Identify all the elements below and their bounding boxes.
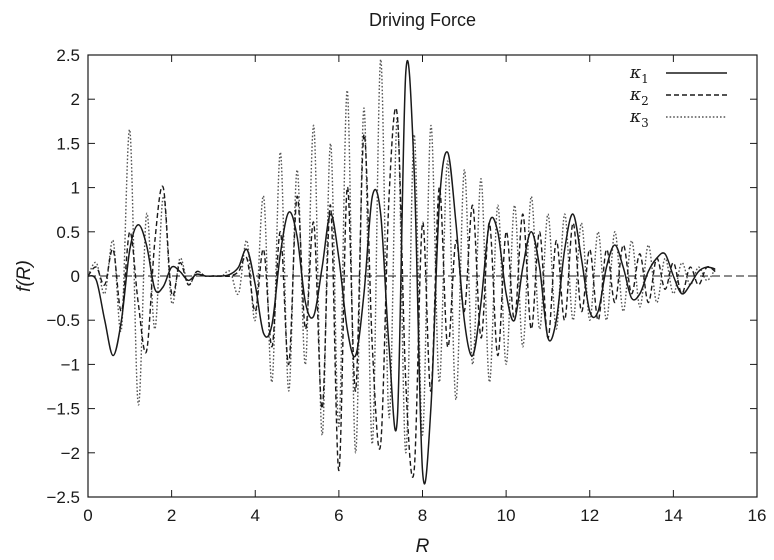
series-line-3 [87, 58, 716, 454]
tick-layer: 0 2 4 6 8 10 12 14 162.521.510.50−0.5−1−1.5−2−2.… [46, 46, 766, 525]
series-layer [87, 58, 716, 485]
y-tick-label: −1 [61, 355, 80, 374]
legend-subscript: 3 [641, 116, 649, 130]
y-tick-label: −2 [61, 444, 80, 463]
x-tick-label: 10 [497, 506, 516, 525]
y-tick-label: 2.5 [56, 46, 80, 65]
y-tick-label: 1 [71, 179, 80, 198]
x-tick-label: 12 [580, 506, 599, 525]
x-axis-label: R [416, 536, 430, 557]
x-tick-label: 0 [83, 506, 92, 525]
series-line-1 [87, 59, 716, 485]
y-tick-label: 0 [71, 267, 80, 286]
y-tick-label: −0.5 [46, 311, 80, 330]
y-tick-label: −1.5 [46, 400, 80, 419]
legend-subscript: 2 [641, 94, 649, 108]
legend-entry-label-3: κ3 [629, 107, 649, 130]
x-tick-label: 4 [251, 506, 260, 525]
x-tick-label: 16 [748, 506, 767, 525]
y-tick-label: −2.5 [46, 488, 80, 507]
legend-symbol: κ [629, 107, 641, 127]
x-tick-label: 8 [418, 506, 427, 525]
legend-entry-label-2: κ2 [629, 85, 649, 108]
x-tick-label: 2 [167, 506, 176, 525]
x-tick-label: 6 [334, 506, 343, 525]
x-tick-label: 14 [664, 506, 683, 525]
legend-symbol: κ [629, 63, 641, 83]
legend-entry-label-1: κ1 [629, 63, 649, 86]
y-tick-label: 0.5 [56, 223, 80, 242]
legend-subscript: 1 [641, 72, 649, 86]
chart-title: Driving Force [369, 10, 476, 30]
y-axis-label: f(R) [14, 260, 35, 292]
y-tick-label: 2 [71, 90, 80, 109]
y-tick-label: 1.5 [56, 134, 80, 153]
legend-symbol: κ [629, 85, 641, 105]
